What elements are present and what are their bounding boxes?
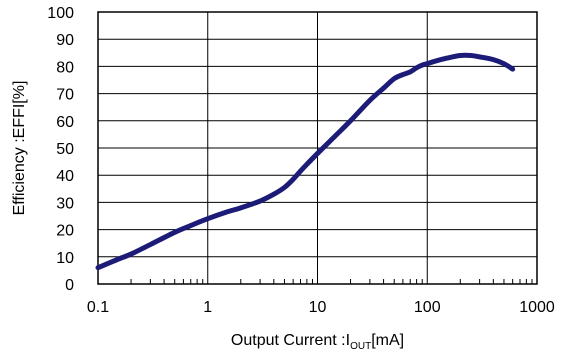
grid	[97, 11, 538, 285]
y-tick-label: 10	[56, 250, 74, 267]
data-points	[98, 55, 513, 267]
minor-ticks	[130, 279, 533, 284]
y-tick-label: 20	[56, 223, 74, 240]
x-tick-labels: 0.1 1 10 100 1000	[87, 299, 555, 316]
x-axis-title-unit: [mA]	[371, 332, 404, 349]
x-tick-label: 10	[309, 299, 327, 316]
x-axis-title-main: Output Current :I	[231, 332, 350, 349]
efficiency-line	[95, 52, 516, 271]
y-tick-labels: 0 10 20 30 40 50 60 70 80 90 100	[47, 5, 74, 294]
y-tick-label: 50	[56, 141, 74, 158]
x-axis-title: Output Current :IOUT[mA]	[231, 332, 404, 352]
y-tick-label: 40	[56, 168, 74, 185]
x-tick-label: 1000	[519, 299, 555, 316]
x-tick-label: 0.1	[87, 299, 109, 316]
plot-frame	[97, 11, 538, 285]
y-tick-label: 100	[47, 5, 74, 22]
x-axis-title-subscript: OUT	[350, 341, 371, 352]
y-tick-label: 80	[56, 59, 74, 76]
y-tick-label: 70	[56, 87, 74, 104]
y-tick-label: 90	[56, 32, 74, 49]
y-axis-title: Efficiency :EFFI[%]	[11, 81, 28, 216]
y-tick-label: 0	[65, 277, 74, 294]
x-tick-label: 100	[414, 299, 441, 316]
y-tick-label: 30	[56, 195, 74, 212]
y-tick-label: 60	[56, 114, 74, 131]
x-tick-label: 1	[203, 299, 212, 316]
